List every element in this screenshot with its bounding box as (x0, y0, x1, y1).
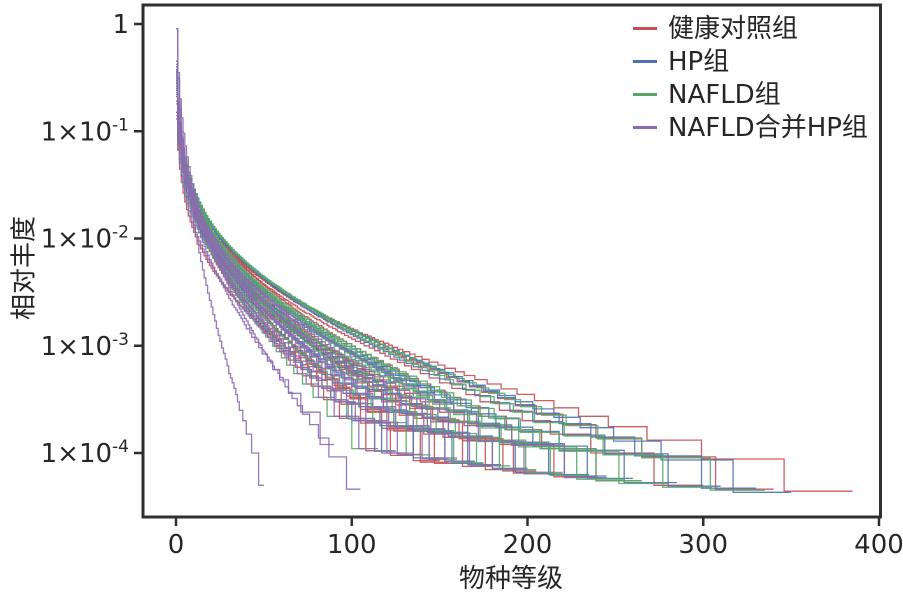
sample-curve (176, 100, 458, 459)
sample-curve (176, 66, 449, 460)
sample-curve (176, 69, 370, 450)
legend-label: 健康对照组 (668, 13, 799, 44)
y-tick-label: 1×10-2 (41, 223, 129, 255)
sample-curve (176, 87, 475, 462)
x-tick-label: 100 (327, 530, 377, 560)
sample-curve (176, 87, 431, 456)
sample-curve (176, 111, 414, 454)
x-tick-label: 400 (854, 530, 903, 560)
legend-label: NAFLD合并HP组 (668, 112, 868, 143)
legend-item-nafld: NAFLD组 (633, 78, 868, 111)
sample-curve (176, 82, 335, 446)
sample-curve (176, 84, 405, 454)
legend-swatch-hp (633, 60, 657, 63)
legend-item-nafld-hp: NAFLD合并HP组 (633, 111, 868, 144)
x-tick-label: 300 (678, 530, 728, 560)
plot-border (141, 3, 882, 519)
legend-item-healthy-control: 健康对照组 (633, 12, 868, 45)
sample-curve (176, 28, 361, 490)
legend-swatch-nafld-hp (633, 126, 657, 129)
legend-swatch-nafld (633, 93, 657, 96)
y-axis-title: 相对丰度 (9, 215, 40, 321)
y-tick-label: 1×10-1 (41, 115, 129, 147)
sample-curve (176, 86, 712, 488)
y-tick-label: 1×10-3 (41, 330, 129, 362)
legend-swatch-healthy-control (633, 27, 657, 30)
x-tick-label: 0 (168, 530, 185, 560)
sample-curve (176, 86, 475, 463)
sample-curve (176, 89, 387, 452)
sample-curve (176, 72, 563, 475)
sample-curve (176, 82, 414, 457)
legend-label: NAFLD组 (668, 79, 781, 110)
y-tick-label: 1 (112, 10, 129, 40)
x-axis-title: 物种等级 (458, 564, 564, 594)
sample-curve (176, 70, 379, 450)
legend-item-hp: HP组 (633, 45, 868, 78)
x-tick-label: 200 (503, 530, 553, 560)
legend-label: HP组 (668, 46, 730, 77)
series-3 (176, 28, 607, 490)
sample-curve (176, 89, 756, 489)
y-tick-label: 1×10-4 (41, 437, 129, 469)
curves-layer (176, 28, 853, 493)
legend: 健康对照组 HP组 NAFLD组 NAFLD合并HP组 (633, 12, 868, 144)
